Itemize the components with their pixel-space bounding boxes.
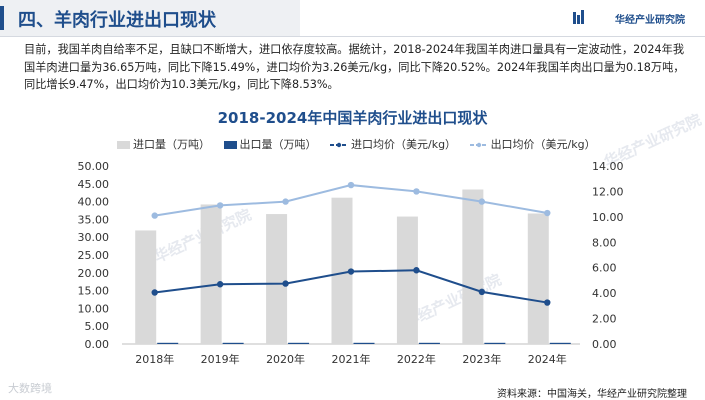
import-price-point (413, 267, 420, 274)
export-volume-bar (418, 342, 440, 344)
x-tick-label: 2020年 (266, 352, 305, 366)
export-price-point (544, 209, 551, 217)
y-left-tick-label: 0.00 (85, 338, 110, 351)
chart-legend: 进口量（万吨） 出口量（万吨） 进口均价（美元/kg） 出口均价（美元/kg） (117, 136, 606, 152)
x-tick-label: 2021年 (332, 352, 371, 366)
import-volume-bar (266, 214, 288, 344)
intro-paragraph: 目前，我国羊肉自给率不足，且缺口不断增大，进口依存度较高。据统计，2018-20… (24, 43, 685, 91)
legend-line-swatch (469, 142, 488, 148)
brand-name: 华经产业研究院 (615, 15, 685, 26)
title-accent (0, 6, 4, 30)
legend-swatch (117, 141, 130, 149)
export-price-point (216, 202, 224, 209)
import-price-point (478, 288, 486, 296)
legend-swatch (223, 141, 237, 149)
import-price-point (216, 281, 224, 288)
y-left-tick-label: 25.00 (78, 249, 110, 262)
y-right-tick-label: 14.00 (592, 160, 624, 173)
export-price-point (151, 212, 158, 219)
y-left-tick-label: 40.00 (78, 196, 110, 209)
export-price-point (478, 198, 486, 205)
source-note: 资料来源：中国海关，华经产业研究院整理 (497, 389, 687, 400)
export-price-point (413, 188, 420, 195)
y-left-tick-label: 10.00 (78, 302, 110, 315)
y-right-tick-label: 8.00 (592, 236, 617, 249)
y-right-tick-label: 10.00 (592, 211, 624, 224)
y-left-tick-label: 35.00 (78, 213, 110, 226)
x-tick-label: 2019年 (201, 352, 240, 366)
legend-import-volume: 进口量（万吨） (117, 136, 210, 152)
y-left-tick-label: 30.00 (78, 231, 110, 244)
x-tick-label: 2022年 (397, 352, 436, 366)
y-left-tick-label: 5.00 (85, 320, 110, 333)
import-volume-bar (331, 197, 353, 344)
import-price-point (151, 289, 158, 296)
legend-export-volume: 出口量（万吨） (223, 136, 317, 152)
y-right-tick-label: 12.00 (592, 185, 624, 198)
import-volume-bar (396, 216, 418, 344)
import-volume-bar (462, 189, 484, 344)
export-volume-bar (353, 342, 375, 344)
title-box: 四、羊肉行业进出口现状 (0, 0, 300, 36)
x-tick-label: 2023年 (462, 352, 501, 366)
export-volume-bar (288, 342, 310, 344)
y-right-tick-label: 0.00 (592, 338, 617, 351)
legend-line-swatch (330, 142, 348, 148)
chart-title: 2018-2024年中国羊肉行业进出口现状 (217, 109, 488, 127)
export-price-point (282, 198, 289, 205)
y-left-tick-label: 15.00 (78, 285, 110, 298)
export-volume-bar (222, 342, 244, 344)
y-left-tick-label: 45.00 (78, 178, 110, 191)
corner-logo: 大数跨境 (8, 382, 52, 395)
y-left-tick-label: 20.00 (78, 267, 110, 280)
header-divider (0, 36, 705, 37)
import-volume-bar (200, 204, 222, 344)
y-right-tick-label: 6.00 (592, 262, 617, 275)
import-volume-bar (527, 213, 549, 344)
import-volume-bar (135, 230, 157, 344)
import-price-point (282, 280, 289, 287)
legend-export-price: 出口均价（美元/kg） (469, 136, 596, 152)
page-title: 四、羊肉行业进出口现状 (18, 10, 216, 31)
import-price-point (544, 299, 551, 306)
export-volume-bar (484, 342, 506, 344)
header-bar: 四、羊肉行业进出口现状 华经产业研究院 (0, 0, 705, 36)
export-volume-bar (549, 342, 571, 344)
export-volume-bar (157, 342, 179, 344)
y-right-tick-label: 2.00 (592, 313, 617, 326)
import-price-point (347, 268, 355, 275)
brand-logo-icon (573, 10, 584, 24)
x-tick-label: 2024年 (528, 352, 567, 366)
export-price-point (347, 181, 355, 189)
y-left-tick-label: 50.00 (78, 160, 110, 173)
y-right-tick-label: 4.00 (592, 287, 617, 300)
x-tick-label: 2018年 (135, 352, 174, 366)
legend-import-price: 进口均价（美元/kg） (330, 136, 456, 152)
